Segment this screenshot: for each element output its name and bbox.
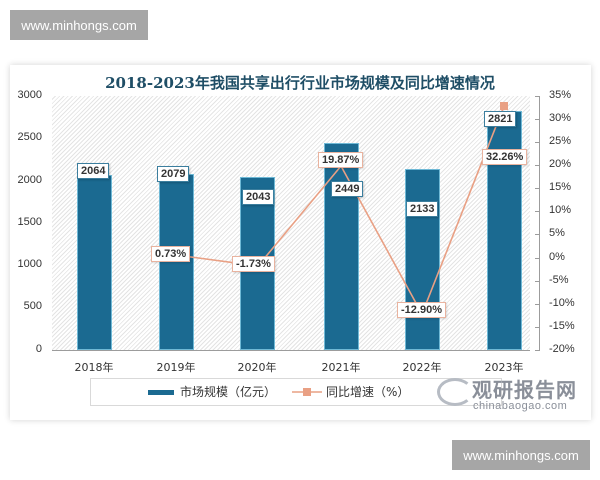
bar-2018 [77, 175, 112, 350]
source-logo: 观研报告网 [472, 378, 577, 402]
bar-value-label: 2449 [331, 181, 364, 197]
bar-value-label: 2064 [77, 163, 110, 179]
bar-value-label: 2043 [242, 189, 275, 205]
right-axis-tick: 10% [549, 204, 572, 216]
x-axis-label: 2019年 [156, 361, 196, 374]
x-axis-label: 2018年 [74, 361, 114, 374]
legend-item-market-size: 市场规模（亿元） [180, 385, 277, 399]
right-axis-tickmark [535, 304, 540, 305]
right-axis-tickmark [535, 350, 540, 351]
right-axis-tick: -10% [549, 297, 575, 309]
right-axis-tick: -15% [549, 320, 575, 332]
right-axis-tickmark [535, 258, 540, 259]
right-axis-tick: 0% [549, 251, 565, 263]
x-axis-label: 2023年 [484, 361, 524, 374]
growth-value-label: 0.73% [151, 246, 191, 262]
source-logo-url: chinabaogao.com [473, 400, 568, 412]
bar-value-label: 2133 [406, 201, 439, 217]
bar-2023 [487, 111, 522, 350]
logo-swirl-icon [437, 378, 473, 406]
growth-value-label: 32.26% [482, 149, 528, 165]
legend-bar-swatch [148, 390, 174, 395]
left-axis-tick: 0 [35, 343, 42, 355]
right-axis-tickmark [535, 119, 540, 120]
bar-2021 [324, 143, 359, 350]
left-axis-tick: 2000 [17, 174, 42, 186]
right-axis-tick: 25% [549, 135, 572, 147]
right-axis-tickmark [535, 96, 540, 97]
right-axis-tick: 20% [549, 158, 572, 170]
right-axis-line [539, 96, 540, 350]
plot-area [52, 96, 530, 350]
right-axis-tickmark [535, 211, 540, 212]
left-axis-tick: 1000 [17, 258, 42, 270]
right-axis-tickmark [535, 234, 540, 235]
right-axis-tickmark [535, 188, 540, 189]
right-axis-tick: 30% [549, 112, 572, 124]
x-axis-label: 2022年 [402, 361, 442, 374]
right-axis-tick: 35% [549, 89, 572, 101]
left-axis-tick: 500 [23, 300, 42, 312]
left-axis-tick: 3000 [17, 89, 42, 101]
growth-value-label: 19.87% [318, 152, 364, 168]
growth-value-label: -12.90% [397, 302, 446, 318]
right-axis-tick: -5% [549, 274, 569, 286]
x-axis-line [52, 350, 530, 351]
bar-value-label: 2079 [157, 166, 190, 182]
x-axis-label: 2020年 [237, 361, 277, 374]
left-axis-tick: 2500 [17, 131, 42, 143]
legend-item-growth-rate: 同比增速（%） [326, 385, 410, 399]
right-axis-tickmark [535, 142, 540, 143]
right-axis-tickmark [535, 281, 540, 282]
growth-value-label: -1.73% [232, 256, 275, 272]
right-axis-tick: 15% [549, 181, 572, 193]
bar-2019 [159, 174, 194, 350]
bar-2022 [405, 169, 440, 350]
watermark-bottom: www.minhongs.com [452, 440, 590, 470]
right-axis-tickmark [535, 165, 540, 166]
right-axis-tick: 5% [549, 227, 565, 239]
left-axis-tick: 1500 [17, 216, 42, 228]
chart-title: 2018-2023年我国共享出行行业市场规模及同比增速情况 [105, 74, 495, 92]
x-axis-label: 2021年 [321, 361, 361, 374]
right-axis-tickmark [535, 327, 540, 328]
watermark-top: www.minhongs.com [10, 10, 148, 40]
bar-value-label: 2821 [484, 111, 517, 127]
right-axis-tick: -20% [549, 343, 575, 355]
